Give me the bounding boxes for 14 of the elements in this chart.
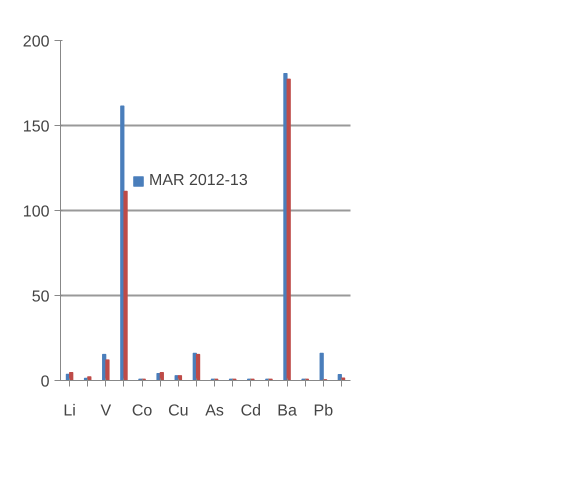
x-tick-label: Co [132,402,152,420]
x-tick-label: Li [63,402,76,420]
y-tick-label: 100 [22,204,50,220]
x-tick-label: As [205,402,224,420]
x-tick-label: Pb [314,402,334,420]
y-tick-label: 50 [32,288,50,306]
x-tick-label: Cu [168,402,189,420]
y-tick-label: 200 [22,34,50,50]
x-tick-label: V [100,402,112,420]
y-tick-label: 150 [22,118,50,136]
y-tick-label: 0 [40,374,50,390]
x-tick-label: Cd [240,402,262,420]
legend-label: MAR 2012-13 [149,172,248,190]
x-tick-label: Ba [277,402,297,420]
